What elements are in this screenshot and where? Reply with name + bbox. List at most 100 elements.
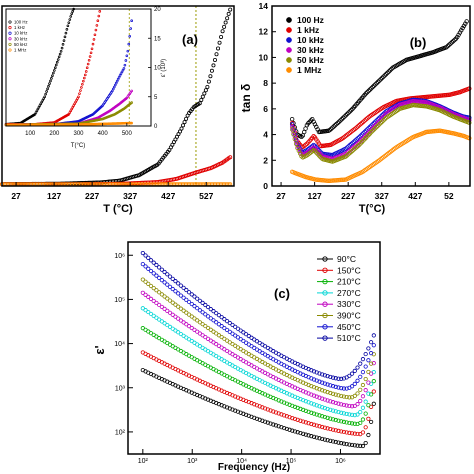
panel-c-point [314,412,319,417]
panel-c-point [301,431,306,436]
panel-b-x-tick-label: 127 [308,191,322,201]
inset-point [61,43,65,46]
panel-b-legend-label: 100 Hz [297,15,324,25]
panel-c-point [366,403,371,408]
panel-c-point [151,285,156,291]
inset-legend-marker [8,37,12,41]
panel-c-point [140,306,145,311]
panel-b-point [338,118,343,123]
panel-c-marks [140,250,376,449]
panel-b-y-tick-label: 4 [263,130,268,140]
panel-c-point [268,421,273,426]
panel-c-point [330,417,336,422]
inset-point [95,24,99,27]
panel-a-point [199,97,204,102]
panel-c-point [140,277,145,282]
panel-b-x-tick-label: 27 [276,191,286,201]
panel-c-point [309,421,314,427]
inset-point [129,27,133,30]
inset-x-tick-label: 400 [98,131,109,137]
panel-c-point [371,379,376,384]
inset-point [122,67,126,70]
panel-b-point [340,115,346,121]
panel-a-point [177,129,182,134]
panel-c-point [148,296,154,302]
inset-ticks: 100 200 300 400 500 0 5 10 15 20 [25,7,161,137]
panel-b-point [370,84,375,90]
panel-c-point [363,364,368,369]
panel-c-point [339,429,344,434]
panel-c-point [322,406,328,411]
inset-point [47,84,50,88]
panel-c-point [336,418,341,423]
panel-c-point [341,419,347,425]
panel-c-point [148,311,154,317]
panel-c-point [224,318,230,324]
inset-point [67,21,71,24]
panel-b-point [291,129,296,134]
panel-c-point [208,307,213,312]
inset-y-tick-label: 0 [154,124,158,130]
panel-a-point [202,91,207,96]
inset-point [44,92,47,96]
panel-c-point [203,312,208,317]
panel-c-legend-marker [322,278,328,285]
panel-c-point [330,408,336,413]
inset-point [90,47,94,51]
panel-c-point [189,325,194,331]
panel-c-legend-marker [322,267,328,273]
panel-c-point [230,331,235,336]
panel-c-point [154,273,159,278]
panel-c-point [355,378,360,383]
panel-c-point [325,438,330,443]
panel-c-point [195,296,200,301]
panel-c-point [181,295,186,300]
inset-point [58,52,62,56]
inset-legend-label: 50 kHz [14,42,27,47]
panel-c-point [358,387,363,392]
panel-a-x-ticks: 27 127 227 327 427 527 [11,182,214,201]
panel-a-point [179,126,184,131]
panel-c-point [360,369,366,375]
panel-c-point [311,411,317,416]
panel-b-legend-label: 1 kHz [297,25,319,35]
panel-c-point [230,322,235,328]
panel-c-point [322,373,328,378]
panel-b-y-tick-label: 2 [263,155,268,165]
inset-point [91,42,95,46]
panel-c-point [284,414,289,419]
panel-b-x-axis-label: T(°C) [359,203,386,215]
panel-c-point [219,315,224,320]
panel-b-point [389,66,394,72]
inset-point [53,69,56,72]
panel-b-legend-marker [286,17,292,23]
panel-c-point [325,406,330,412]
panel-c-point [347,412,352,417]
inset-x-tick-label: 300 [73,131,84,137]
panel-c-point [317,436,322,441]
panel-c-point [369,419,374,425]
panel-c-point [222,317,227,322]
panel-c-point [151,313,156,318]
panel-c-point [347,403,352,409]
panel-c-point [341,394,347,399]
panel-c-point [344,441,349,447]
panel-c-point [360,394,366,399]
panel-c-ticks: 10² 10³ 10⁴ 10⁵ 10⁶ 10² 10³ 10⁴ 10⁵ 10⁶ [114,253,346,465]
panel-c-point [339,393,344,399]
panel-b-y-tick-label: 8 [263,78,268,88]
panel-a-point [223,20,228,25]
panel-a-point [217,40,222,45]
panel-c-point [216,313,222,318]
inset-point [57,55,61,59]
panel-c-point [347,442,352,447]
panel-c-point [159,278,164,283]
inset-point [52,71,55,75]
panel-c-point [292,429,298,434]
inset-legend-marker [8,26,12,30]
panel-c-point [330,384,336,389]
panel-c-point [178,306,183,311]
panel-c-point [271,422,276,427]
panel-c-point [322,414,328,420]
panel-c-legend-marker [322,256,328,262]
